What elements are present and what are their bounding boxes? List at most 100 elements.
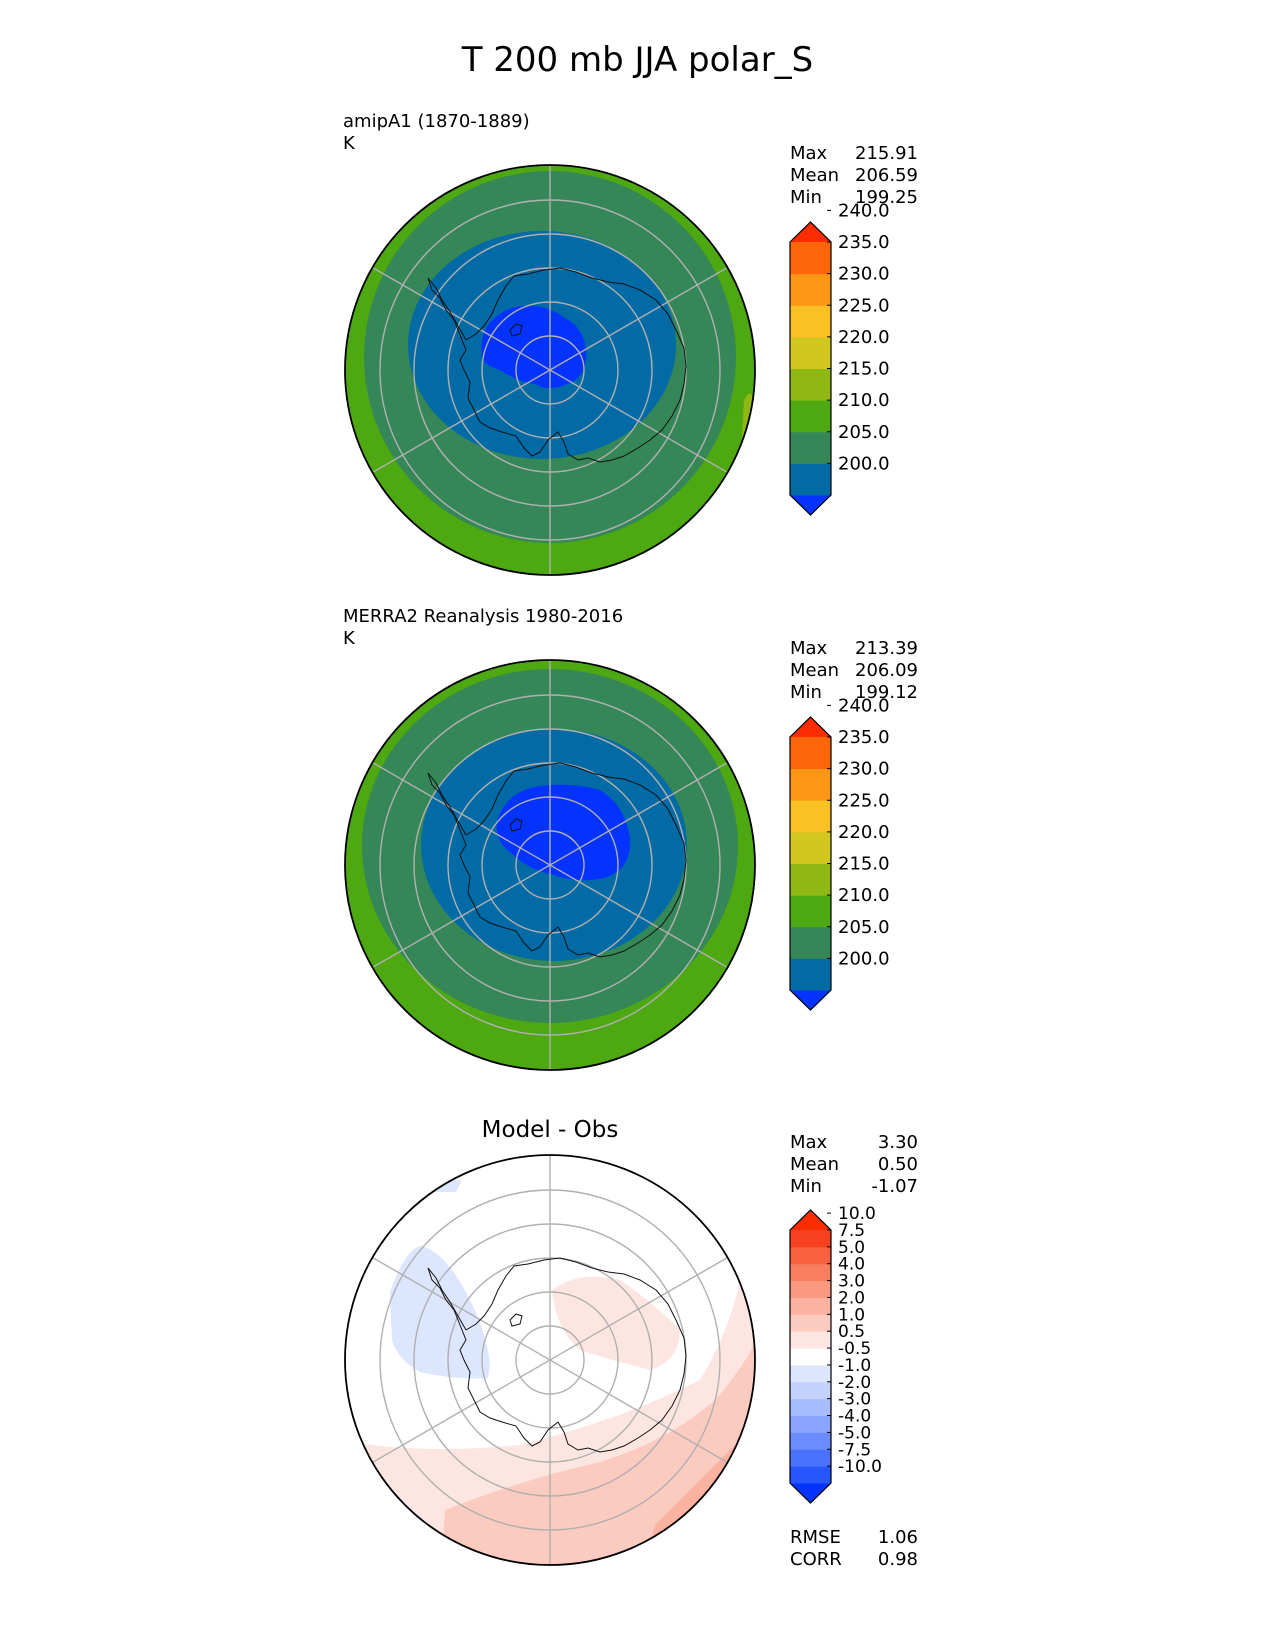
colorbar-outline — [789, 716, 832, 1011]
colorbar-bin — [790, 1314, 831, 1332]
panel1-units: K — [343, 133, 355, 154]
colorbar-bin — [790, 1331, 831, 1349]
meridian-line — [372, 1256, 728, 1464]
colorbar-panel3: -10.0-7.5-5.0-4.0-3.0-2.0-1.0-0.50.51.02… — [789, 1204, 882, 1504]
coastline — [509, 818, 523, 832]
map-border — [344, 659, 756, 1071]
colorbar-extend-high — [790, 717, 831, 737]
colorbar-tick-label: 2.0 — [838, 1288, 865, 1308]
colorbar-tick-label: -5.0 — [838, 1423, 871, 1443]
colorbar-extend-low — [790, 990, 831, 1010]
colorbar-extend-high — [790, 222, 831, 242]
colorbar-tick-label: -2.0 — [838, 1373, 871, 1393]
colorbar-bin — [790, 431, 831, 464]
panel2-label: MERRA2 Reanalysis 1980-2016 — [343, 606, 624, 627]
colorbar-tick-label: 235.0 — [838, 727, 890, 748]
colorbar-tick-label: 0.5 — [838, 1322, 865, 1342]
colorbar-bin — [790, 1364, 831, 1383]
colorbar-bin — [790, 1348, 831, 1366]
colorbar-tick-label: -1.0 — [838, 1356, 871, 1376]
colorbar-tick-label: 1.0 — [838, 1305, 865, 1325]
colorbar-bin — [790, 336, 831, 369]
colorbar-bin — [790, 1449, 831, 1467]
colorbar-tick-label: -4.0 — [838, 1407, 871, 1427]
colorbar-extend-high — [790, 1210, 831, 1230]
panel3-stats: Max 3.30 Mean 0.50 Min -1.07 — [790, 1132, 918, 1198]
colorbar-panel1: 200.0 205.0 210.0 215.0 220.0 225.0 230.0 235.0… — [789, 200, 890, 516]
colorbar-bin — [790, 1280, 831, 1298]
colorbar-tick-label: 240.0 — [838, 200, 890, 221]
colorbar-outline — [789, 1209, 832, 1504]
colorbar-bin — [790, 1466, 831, 1484]
colorbar-bin — [790, 1263, 831, 1282]
coastline — [427, 277, 467, 341]
colorbar-bin — [790, 400, 831, 433]
colorbar-bin — [790, 800, 831, 833]
meridian-line — [372, 266, 728, 474]
stat-min: Min 199.25 — [790, 187, 918, 208]
stat-min: Min -1.07 — [790, 1176, 918, 1197]
stat-min: Min 199.12 — [790, 682, 918, 703]
colorbar-tick-label: 235.0 — [838, 232, 890, 253]
metric-rmse: RMSE 1.06 — [790, 1527, 918, 1548]
colorbar-bin — [790, 305, 831, 338]
colorbar-layer: 200.0 205.0 210.0 215.0 220.0 225.0 230.0 235.0… — [789, 200, 890, 1504]
colorbar-tick-label: 220.0 — [838, 327, 890, 348]
colorbar-tick-label: 220.0 — [838, 822, 890, 843]
colorbar-panel2: 200.0 205.0 210.0 215.0 220.0 225.0 230.0 235.0… — [789, 695, 890, 1011]
antarctica-coastline-panel3 — [427, 1257, 687, 1453]
stat-mean: Mean 206.59 — [790, 165, 918, 186]
colorbar-tick-label: 10.0 — [838, 1204, 876, 1224]
colorbar-tick-label: 230.0 — [838, 759, 890, 780]
coastline — [427, 762, 687, 958]
colorbar-bin — [790, 1381, 831, 1400]
coastline — [427, 1257, 687, 1453]
colorbar-bin — [790, 737, 831, 770]
colorbar-bin — [790, 273, 831, 306]
colorbar-tick-label: 200.0 — [838, 453, 890, 474]
colorbar-bin — [790, 1297, 831, 1315]
field-neg-small — [432, 1179, 462, 1192]
colorbar-bin — [790, 1415, 831, 1433]
map-border — [344, 1154, 756, 1566]
stat-max: Max 3.30 — [790, 1132, 918, 1153]
colorbar-bin — [790, 926, 831, 959]
coastline — [427, 267, 687, 463]
metric-corr: CORR 0.98 — [790, 1549, 918, 1570]
coastline — [509, 1313, 523, 1327]
colorbar-tick-label: 3.0 — [838, 1272, 865, 1292]
stat-max: Max 213.39 — [790, 638, 918, 659]
colorbar-bin — [790, 895, 831, 928]
colorbar-tick-label: 210.0 — [838, 885, 890, 906]
colorbar-tick-label: 240.0 — [838, 695, 890, 716]
panel3-title: Model - Obs — [481, 1117, 619, 1143]
colorbar-bin — [790, 1230, 831, 1248]
colorbar-bin — [790, 958, 831, 991]
antarctica-coastline-panel1 — [427, 267, 687, 463]
stat-max: Max 215.91 — [790, 143, 918, 164]
colorbar-tick-label: 215.0 — [838, 854, 890, 875]
colorbar-bin — [790, 242, 831, 275]
colorbar-tick-label: -3.0 — [838, 1390, 871, 1410]
colorbar-tick-label: -10.0 — [838, 1457, 882, 1477]
coastline — [427, 1267, 467, 1331]
colorbar-tick-label: 4.0 — [838, 1255, 865, 1275]
colorbar-tick-label: 200.0 — [838, 948, 890, 969]
coastline — [509, 323, 523, 337]
graticule-panel1 — [344, 164, 756, 576]
colorbar-tick-label: -0.5 — [838, 1339, 871, 1359]
stat-mean: Mean 206.09 — [790, 660, 918, 681]
field-200 — [481, 305, 587, 389]
colorbar-tick-label: -7.5 — [838, 1440, 871, 1460]
meridian-line — [372, 761, 728, 969]
map-border — [344, 164, 756, 576]
colorbar-bin — [790, 768, 831, 801]
colorbar-bin — [790, 1432, 831, 1450]
panel2-stats: Max 213.39 Mean 206.09 Min 199.12 — [790, 638, 918, 704]
stat-mean: Mean 0.50 — [790, 1154, 918, 1175]
antarctica-coastline-panel2 — [427, 762, 687, 958]
panel1-label: amipA1 (1870-1889) — [343, 111, 530, 132]
colorbar-outline — [789, 221, 832, 516]
field-200 — [496, 784, 631, 881]
